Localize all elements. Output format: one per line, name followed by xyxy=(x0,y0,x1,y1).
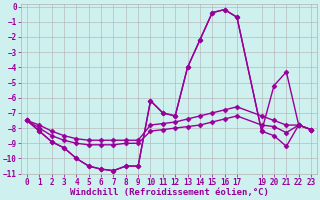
X-axis label: Windchill (Refroidissement éolien,°C): Windchill (Refroidissement éolien,°C) xyxy=(69,188,268,197)
